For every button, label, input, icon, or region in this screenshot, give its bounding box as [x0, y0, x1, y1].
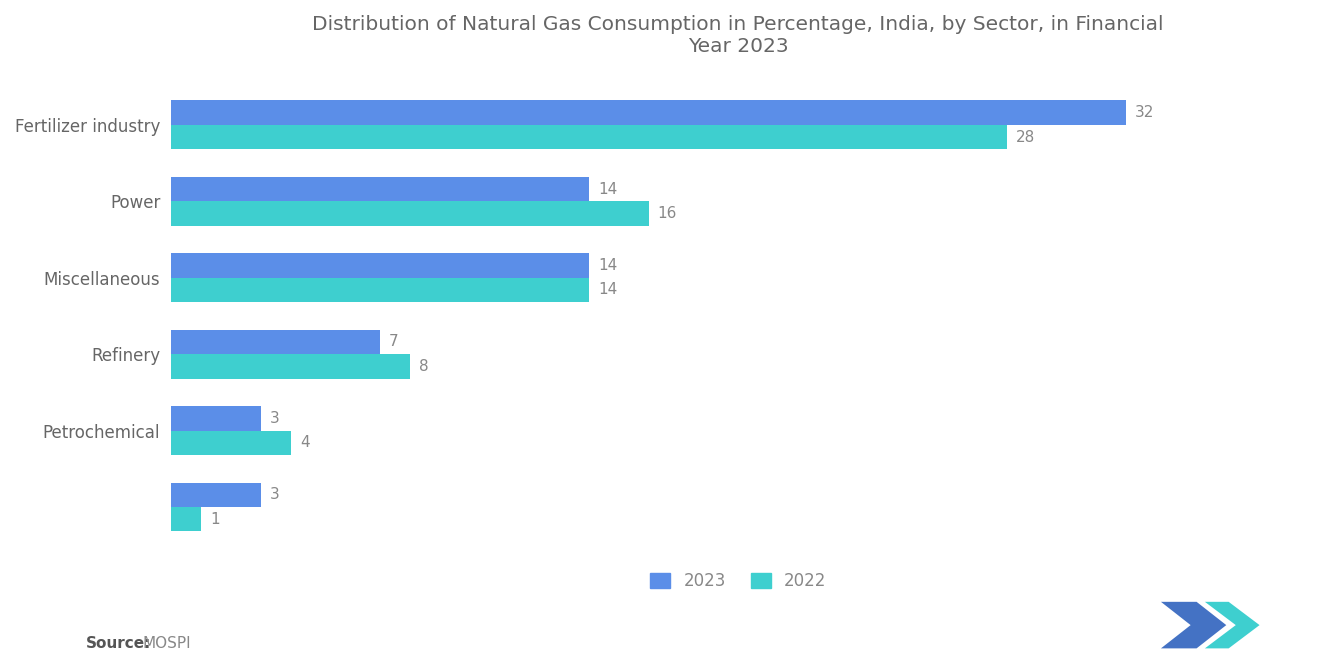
Polygon shape: [1162, 602, 1226, 648]
Text: 1: 1: [210, 512, 220, 527]
Polygon shape: [1205, 602, 1259, 648]
Bar: [172, 177, 589, 201]
Text: 16: 16: [657, 206, 677, 221]
Bar: [172, 354, 411, 378]
Bar: [172, 100, 1126, 125]
Text: 3: 3: [269, 411, 280, 426]
Text: Source:: Source:: [86, 636, 152, 652]
Bar: [172, 330, 380, 354]
Bar: [172, 201, 648, 226]
Bar: [172, 483, 261, 507]
Bar: [172, 507, 202, 531]
Text: 8: 8: [418, 359, 429, 374]
Text: 14: 14: [598, 182, 618, 197]
Text: 14: 14: [598, 283, 618, 297]
Text: 28: 28: [1015, 130, 1035, 145]
Text: 14: 14: [598, 258, 618, 273]
Bar: [172, 253, 589, 278]
Bar: [172, 406, 261, 431]
Text: 3: 3: [269, 487, 280, 502]
Legend: 2023, 2022: 2023, 2022: [643, 565, 833, 597]
Bar: [172, 431, 290, 455]
Text: MOSPI: MOSPI: [143, 636, 191, 652]
Text: 32: 32: [1135, 105, 1155, 120]
Bar: [172, 278, 589, 302]
Title: Distribution of Natural Gas Consumption in Percentage, India, by Sector, in Fina: Distribution of Natural Gas Consumption …: [313, 15, 1164, 56]
Text: 7: 7: [389, 334, 399, 349]
Bar: [172, 125, 1007, 150]
Text: 4: 4: [300, 436, 309, 450]
